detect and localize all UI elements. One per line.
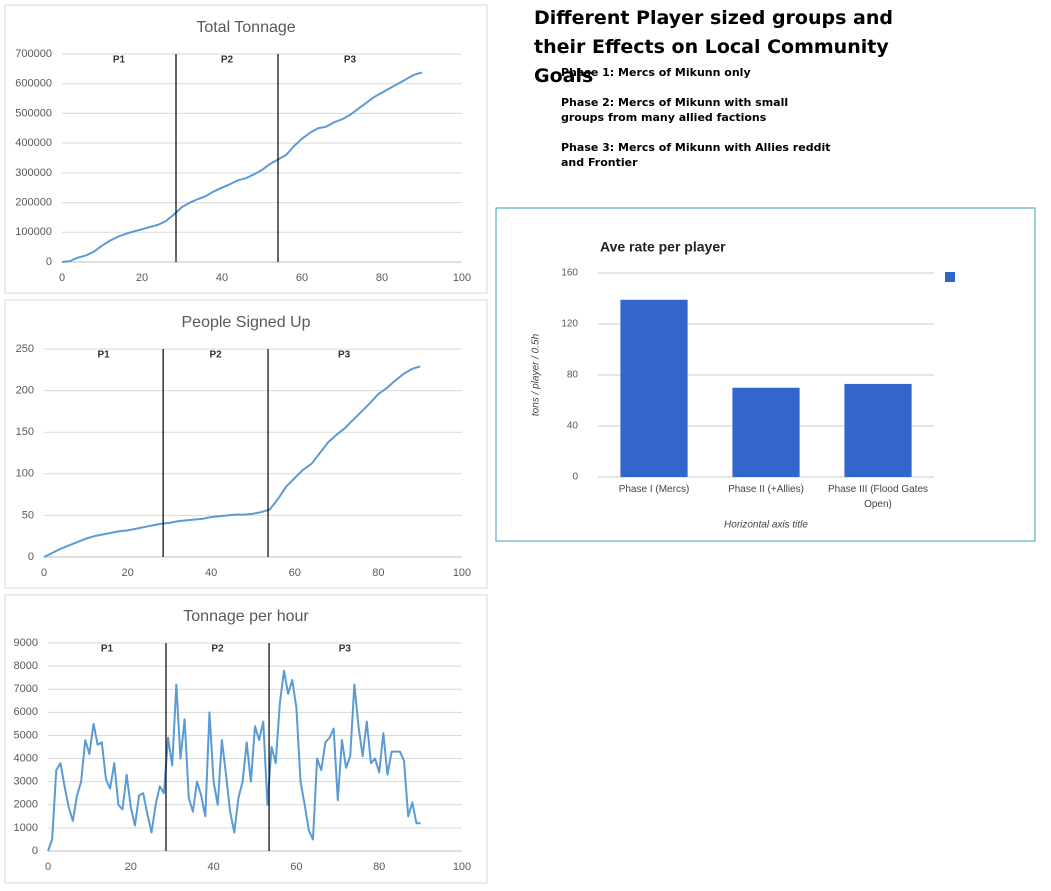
y-tick-label: 300000	[15, 167, 52, 179]
x-tick-label: 0	[45, 861, 51, 873]
x-tick-label: 0	[41, 567, 47, 579]
y-tick-label: 250	[16, 343, 34, 355]
x-tick-label: 60	[289, 567, 301, 579]
y-tick-label: 600000	[15, 78, 52, 90]
y-tick-label: 100	[16, 468, 34, 480]
x-tick-label: 100	[453, 567, 471, 579]
bar	[620, 299, 688, 477]
x-tick-label: Phase I (Mercs)	[618, 484, 690, 495]
y-tick-label: 80	[567, 370, 579, 381]
data-line	[43, 365, 421, 558]
chart-title: People Signed Up	[182, 314, 311, 331]
x-tick-label: 20	[125, 861, 137, 873]
y-tick-label: 1000	[14, 822, 38, 834]
y-tick-label: 700000	[15, 48, 52, 60]
phase-label: P3	[344, 55, 357, 66]
phase-label: P1	[97, 350, 110, 361]
phase-label: P3	[339, 644, 352, 655]
x-tick-label: 80	[376, 272, 388, 284]
x-tick-label: 60	[290, 861, 302, 873]
phase-notes: Phase 1: Mercs of Mikunn only Phase 2: M…	[561, 65, 831, 185]
y-tick-label: 120	[561, 319, 578, 330]
phase-note: Phase 1: Mercs of Mikunn only	[561, 66, 751, 79]
chart-panel	[4, 594, 488, 884]
y-tick-label: 8000	[14, 660, 38, 672]
y-tick-label: 4000	[14, 752, 38, 764]
y-tick-label: 40	[567, 421, 579, 432]
y-tick-label: 100000	[15, 226, 52, 238]
y-tick-label: 5000	[14, 729, 38, 741]
y-tick-label: 2000	[14, 799, 38, 811]
chart-panel	[4, 4, 488, 294]
phase-label: P3	[338, 350, 351, 361]
x-tick-label: 100	[453, 272, 471, 284]
chart-title: Tonnage per hour	[183, 608, 309, 625]
chart-title: Ave rate per player	[600, 239, 726, 255]
chart-panel	[4, 299, 488, 589]
y-tick-label: 160	[561, 268, 578, 279]
phase-label: P1	[101, 644, 114, 655]
y-axis-title: tons / player / 0.5h	[531, 333, 542, 416]
x-tick-label: 40	[205, 567, 217, 579]
x-tick-label: 20	[121, 567, 133, 579]
bar	[844, 383, 912, 477]
x-tick-label: 0	[59, 272, 65, 284]
y-tick-label: 6000	[14, 706, 38, 718]
chart-title: Total Tonnage	[196, 19, 295, 36]
phase-note: Phase 3: Mercs of Mikunn with Allies red…	[561, 141, 831, 169]
x-axis-title: Horizontal axis title	[724, 520, 808, 531]
data-line	[47, 669, 421, 852]
y-tick-label: 500000	[15, 107, 52, 119]
x-tick-label: Phase III (Flood Gates Open)	[827, 484, 929, 510]
y-tick-label: 0	[28, 551, 34, 563]
x-tick-label: 100	[453, 861, 471, 873]
bar	[732, 387, 800, 477]
y-tick-label: 200	[16, 385, 34, 397]
legend-swatch	[945, 272, 955, 282]
x-tick-label: Phase II (+Allies)	[728, 484, 804, 495]
y-tick-label: 9000	[14, 637, 38, 649]
y-tick-label: 50	[22, 509, 34, 521]
y-tick-label: 3000	[14, 776, 38, 788]
y-tick-label: 7000	[14, 683, 38, 695]
x-tick-label: 20	[136, 272, 148, 284]
y-tick-label: 0	[32, 845, 38, 857]
y-tick-label: 400000	[15, 137, 52, 149]
phase-label: P2	[211, 644, 224, 655]
phase-label: P2	[209, 350, 222, 361]
y-tick-label: 200000	[15, 196, 52, 208]
x-tick-label: 80	[372, 567, 384, 579]
y-tick-label: 0	[46, 256, 52, 268]
phase-note: Phase 2: Mercs of Mikunn with small grou…	[561, 96, 789, 124]
y-tick-label: 0	[572, 472, 578, 483]
x-tick-label: 40	[216, 272, 228, 284]
x-tick-label-box: Phase I (Mercs)	[618, 484, 690, 495]
y-tick-label: 150	[16, 426, 34, 438]
x-tick-label-box: Phase II (+Allies)	[728, 484, 804, 495]
x-tick-label: 40	[207, 861, 219, 873]
phase-label: P2	[221, 55, 234, 66]
heading: Different Player sized groups and their …	[534, 7, 893, 87]
phase-label: P1	[113, 55, 126, 66]
data-line	[61, 71, 423, 263]
x-tick-label: 80	[373, 861, 385, 873]
x-tick-label-box: Phase III (Flood Gates Open)	[827, 484, 929, 510]
x-tick-label: 60	[296, 272, 308, 284]
